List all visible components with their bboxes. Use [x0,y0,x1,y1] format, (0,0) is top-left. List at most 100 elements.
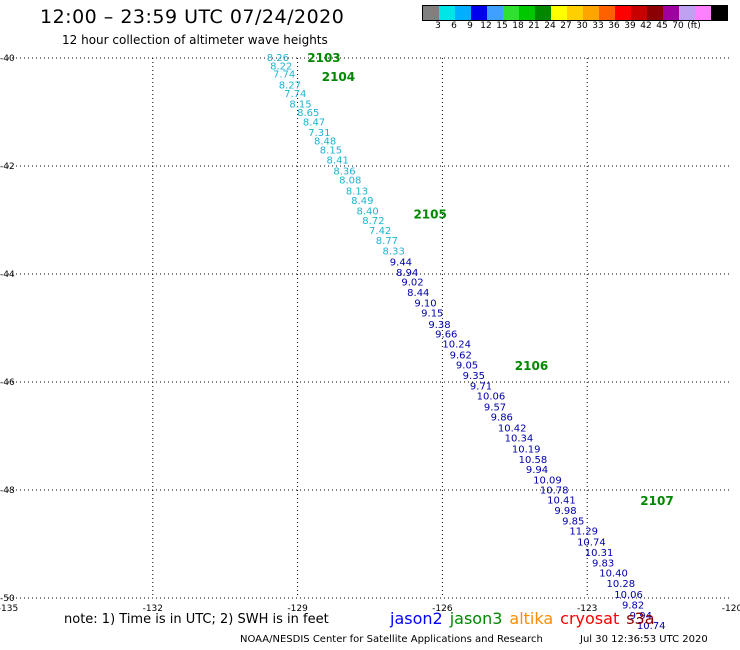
swh-point-label: 8.47 [303,117,325,128]
color-scale-label: (ft) [687,21,701,31]
swh-point-label: 10.58 [519,455,548,466]
y-tick-label: -44 [0,270,15,280]
swh-point-label: 10.78 [540,486,569,497]
credit-text: NOAA/NESDIS Center for Satellite Applica… [240,634,543,645]
swh-point-label: 8.33 [383,246,405,257]
swh-point-label: 9.83 [592,558,614,569]
swh-point-label: 7.42 [369,226,391,237]
color-swatch [711,6,727,20]
swh-point-label: 8.22 [270,62,292,73]
swh-point-label: 10.28 [607,579,636,590]
swh-point-label: 10.06 [477,392,506,403]
swh-point-label: 10.42 [498,423,527,434]
swh-point-label: 9.86 [491,413,513,424]
swh-point-label: 9.85 [562,516,584,527]
swh-point-label: 9.44 [390,258,412,269]
color-scale-label: 70 [672,21,684,31]
color-scale-label: 3 [435,21,441,31]
swh-point-label: 8.49 [351,196,373,207]
swh-point-label: 9.94 [630,611,652,622]
swh-point-label: 10.09 [533,475,562,486]
swh-point-label: 10.19 [512,445,541,456]
y-tick-label: -40 [0,54,15,64]
time-label: 2105 [413,208,446,222]
swh-point-label: 9.94 [526,465,548,476]
swh-point-label: 8.44 [407,288,429,299]
color-scale-label: 27 [560,21,572,31]
swh-point-label: 8.72 [362,216,384,227]
time-label: 2107 [640,494,673,508]
color-swatch [599,6,615,20]
color-swatch [679,6,695,20]
swh-point-label: 8.13 [346,186,368,197]
swh-point-label: 9.98 [554,506,576,517]
color-swatch [503,6,519,20]
satellite-legend-entry: s3a [626,609,655,628]
swh-point-label: 8.94 [396,268,418,279]
swh-point-label: 9.35 [463,371,485,382]
y-tick-label: -48 [0,486,15,496]
swh-point-label: 9.38 [428,320,450,331]
chart-title: 12:00 – 23:59 UTC 07/24/2020 [40,6,345,28]
color-scale-label: 42 [640,21,652,31]
color-scale-bar [422,5,728,21]
swh-point-label: 10.06 [614,590,643,601]
color-swatch [471,6,487,20]
swh-point-label: 11.29 [569,527,598,538]
swh-point-label: 8.15 [289,99,311,110]
chart-subtitle: 12 hour collection of altimeter wave hei… [62,33,328,47]
x-tick-label: -132 [143,604,163,614]
swh-point-label: 8.40 [356,206,378,217]
swh-point-label: 9.82 [622,601,644,612]
satellite-legend-entry: cryosat [560,609,620,628]
satellite-legend-entry: jason2 [390,609,443,628]
y-tick-label: -50 [0,594,15,604]
time-label: 2103 [307,51,340,65]
color-swatch [535,6,551,20]
color-swatch [647,6,663,20]
color-scale-label: 21 [528,21,540,31]
footer-note: note: 1) Time is in UTC; 2) SWH is in fe… [64,612,329,627]
color-scale-label: 12 [480,21,492,31]
swh-point-label: 9.10 [414,299,436,310]
satellite-legend-entry: altika [509,609,554,628]
swh-point-label: 10.74 [637,621,666,632]
swh-point-label: 10.41 [547,495,576,506]
swh-point-label: 8.77 [376,236,398,247]
color-swatch [583,6,599,20]
color-scale-labels: 3 6 9 12 15 18 21 24 27 30 33 36 39 42 45 70 (ft) [422,21,740,33]
swh-point-label: 8.08 [339,176,361,187]
x-tick-label: -129 [287,604,308,614]
color-swatch [663,6,679,20]
time-label: 2106 [515,359,548,373]
x-tick-label: -123 [577,604,597,614]
swh-point-label: 10.34 [505,434,534,445]
swh-point-label: 7.31 [308,128,330,139]
y-tick-label: -42 [0,162,15,172]
swh-point-label: 7.74 [284,89,306,100]
color-scale-label: 24 [544,21,556,31]
x-tick-label: -135 [0,604,18,614]
swh-point-label: 9.05 [456,360,478,371]
swh-point-label: 9.62 [450,351,472,362]
color-scale-label: 18 [512,21,524,31]
satellite-legend-entry: jason3 [449,609,503,628]
swh-point-label: 8.65 [297,108,319,119]
time-label: 2104 [322,70,355,84]
color-swatch [423,6,439,20]
color-scale-label: 36 [608,21,620,31]
timestamp-text: Jul 30 12:36:53 UTC 2020 [580,634,708,645]
x-tick-label: -126 [432,604,453,614]
y-tick-label: -46 [0,378,15,388]
color-scale-label: 33 [592,21,604,31]
color-swatch [487,6,503,20]
swh-point-label: 8.41 [327,156,349,167]
swh-point-label: 10.74 [577,537,606,548]
swh-point-label: 8.26 [267,53,289,64]
color-swatch [519,6,535,20]
color-swatch [439,6,455,20]
swh-point-label: 9.57 [484,402,506,413]
swh-point-label: 10.40 [599,569,628,580]
color-scale-label: 30 [576,21,588,31]
satellite-legend: jason2 jason3 altika cryosat s3a [390,609,662,628]
